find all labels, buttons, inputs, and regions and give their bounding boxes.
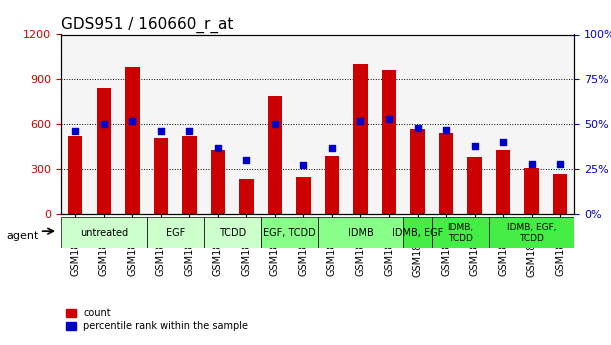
Bar — [411, 129, 425, 214]
FancyBboxPatch shape — [318, 217, 403, 248]
Point — [299, 163, 309, 168]
Bar — [203, 34, 232, 214]
Point — [270, 121, 280, 127]
FancyBboxPatch shape — [261, 217, 318, 248]
Bar — [467, 157, 481, 214]
Bar — [125, 67, 139, 214]
Bar — [489, 34, 518, 214]
Text: IDMB, EGF: IDMB, EGF — [392, 228, 443, 238]
Bar — [353, 65, 368, 214]
Bar — [553, 174, 567, 214]
Legend: count, percentile rank within the sample: count, percentile rank within the sample — [66, 308, 249, 332]
Point — [156, 129, 166, 134]
Point — [185, 129, 194, 134]
Point — [527, 161, 536, 166]
Point — [384, 116, 394, 121]
FancyBboxPatch shape — [61, 217, 147, 248]
Bar — [432, 34, 460, 214]
Text: EGF: EGF — [166, 228, 185, 238]
Bar — [154, 138, 168, 214]
Point — [356, 118, 365, 124]
Bar — [118, 34, 147, 214]
FancyBboxPatch shape — [203, 217, 261, 248]
Bar — [261, 34, 289, 214]
Text: TCDD: TCDD — [219, 228, 246, 238]
Point — [470, 143, 480, 148]
Bar — [268, 96, 282, 214]
FancyBboxPatch shape — [432, 217, 489, 248]
Text: IDMB, EGF,
TCDD: IDMB, EGF, TCDD — [507, 223, 557, 243]
Point — [412, 125, 422, 130]
Bar — [518, 34, 546, 214]
Bar — [382, 70, 396, 214]
FancyBboxPatch shape — [403, 217, 432, 248]
Text: IDMB,
TCDD: IDMB, TCDD — [447, 223, 474, 243]
Bar — [375, 34, 403, 214]
Bar — [182, 136, 197, 214]
Bar — [296, 177, 310, 214]
Point — [327, 145, 337, 150]
Bar — [68, 136, 82, 214]
Text: agent: agent — [6, 231, 38, 241]
Bar — [325, 156, 339, 214]
Bar — [90, 34, 118, 214]
Bar — [147, 34, 175, 214]
FancyBboxPatch shape — [489, 217, 574, 248]
Bar — [346, 34, 375, 214]
Point — [241, 157, 251, 163]
Bar — [61, 34, 90, 214]
Bar — [524, 168, 539, 214]
Point — [99, 121, 109, 127]
Bar — [439, 133, 453, 214]
Bar — [546, 34, 574, 214]
Point — [70, 129, 80, 134]
Bar — [175, 34, 203, 214]
Point — [128, 118, 137, 124]
Bar — [97, 88, 111, 214]
Bar — [240, 179, 254, 214]
Point — [441, 127, 451, 132]
Text: GDS951 / 160660_r_at: GDS951 / 160660_r_at — [61, 17, 233, 33]
Bar — [211, 150, 225, 214]
FancyBboxPatch shape — [147, 217, 203, 248]
Bar — [232, 34, 261, 214]
Point — [555, 161, 565, 166]
Bar — [496, 150, 510, 214]
Point — [498, 139, 508, 145]
Bar — [289, 34, 318, 214]
Point — [213, 145, 223, 150]
Bar — [318, 34, 346, 214]
Text: untreated: untreated — [80, 228, 128, 238]
Text: EGF, TCDD: EGF, TCDD — [263, 228, 316, 238]
Bar — [403, 34, 432, 214]
Bar — [460, 34, 489, 214]
Text: IDMB: IDMB — [348, 228, 373, 238]
